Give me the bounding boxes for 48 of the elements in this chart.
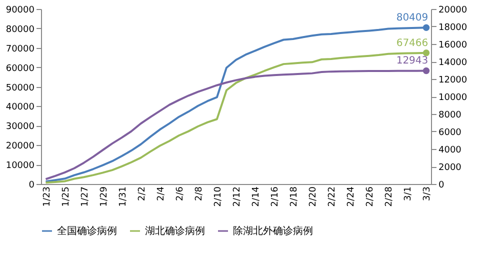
legend-label: 全国确诊病例 [57, 225, 117, 237]
x-tick-label: 1/25 [61, 186, 72, 207]
y2-tick-label: 10000 [438, 93, 468, 103]
y-tick-label: 50000 [6, 83, 35, 94]
x-tick-label: 2/20 [308, 186, 319, 207]
y2-tick-label: 16000 [438, 40, 468, 50]
y2-tick-label: 4000 [438, 146, 462, 156]
y2-tick-label: 12000 [438, 76, 468, 86]
x-tick-label: 2/12 [232, 186, 242, 207]
x-tick-label: 2/22 [328, 186, 338, 207]
x-tick-label: 2/24 [346, 186, 357, 207]
x-tick-label: 3/3 [422, 186, 433, 201]
x-tick-label: 3/1 [404, 186, 414, 201]
legend-label: 除湖北外确诊病例 [233, 225, 313, 237]
y-tick-label: 0 [28, 180, 35, 190]
y-tick-label: 30000 [6, 122, 35, 132]
y-tick-label: 80000 [6, 24, 35, 35]
y-tick-label: 40000 [6, 102, 35, 113]
y-tick-label: 90000 [6, 6, 35, 16]
y-tick-label: 70000 [6, 44, 35, 54]
y2-tick-label: 14000 [438, 58, 468, 68]
x-tick-label: 1/31 [118, 186, 128, 207]
y2-tick-label: 20000 [438, 6, 468, 16]
data-label: 80409 [396, 12, 428, 24]
x-tick-label: 2/14 [252, 186, 262, 207]
y2-tick-label: 18000 [438, 23, 468, 33]
legend-label: 湖北确诊病例 [145, 225, 205, 237]
data-label: 67466 [396, 38, 428, 49]
x-tick-label: 2/26 [366, 186, 376, 207]
y2-tick-label: 2000 [438, 163, 462, 173]
x-tick-label: 2/28 [384, 186, 395, 207]
y2-tick-label: 0 [438, 180, 444, 190]
x-tick-label: 1/23 [42, 186, 52, 207]
x-tick-label: 2/10 [213, 186, 224, 207]
x-tick-label: 2/2 [137, 186, 148, 201]
x-tick-label: 2/18 [290, 186, 300, 207]
x-tick-label: 2/6 [175, 186, 186, 201]
x-tick-label: 2/16 [270, 186, 281, 207]
x-tick-label: 2/8 [194, 186, 204, 201]
y2-tick-label: 8000 [438, 110, 462, 120]
y-tick-label: 20000 [6, 142, 35, 152]
y-tick-label: 60000 [6, 64, 35, 74]
x-tick-label: 1/27 [80, 186, 90, 207]
x-tick-label: 2/4 [156, 186, 166, 201]
y2-tick-label: 6000 [438, 128, 462, 138]
y-tick-label: 10000 [6, 161, 35, 172]
x-tick-label: 1/29 [99, 186, 110, 207]
data-label: 12943 [396, 56, 428, 67]
